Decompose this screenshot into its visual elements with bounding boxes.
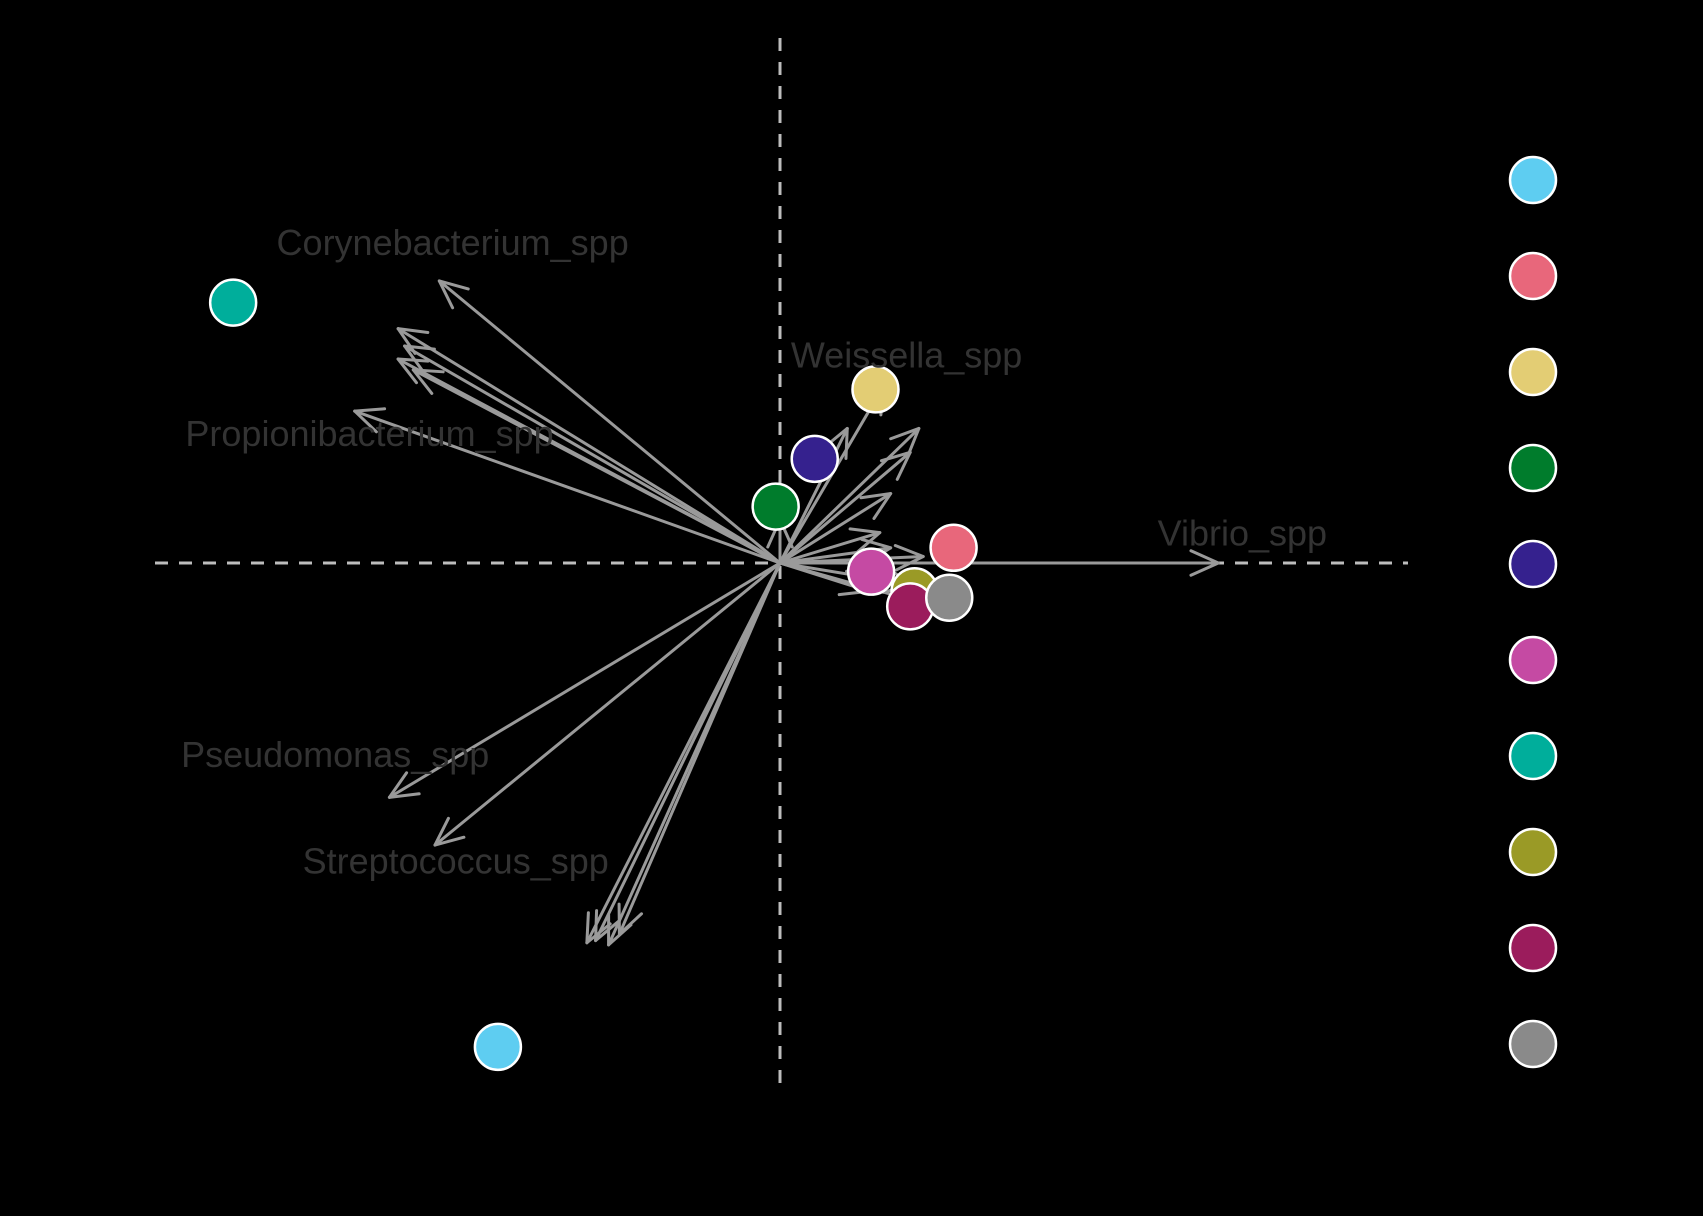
legend [1508,155,1558,1069]
legend-key [1508,155,1558,205]
legend-key [1508,347,1558,397]
legend-key [1508,539,1558,589]
loading-arrow [403,344,781,565]
legend-key [1508,443,1558,493]
arrow-label: Pseudomonas_spp [181,734,489,775]
sample-point [473,1022,523,1072]
loading-arrow [779,492,893,565]
loading-arrow [353,407,781,565]
legend-key [1508,1019,1558,1069]
arrow-label: Propionibacterium_spp [185,413,553,454]
sample-point [751,482,800,531]
loading-arrow [411,368,781,565]
arrow-label: Weissella_spp [791,335,1022,376]
loading-arrow [779,450,912,565]
loading-arrow [433,561,781,847]
sample-point [846,547,896,596]
sample-point [851,365,900,414]
loading-arrow [437,279,781,565]
legend-key [1508,731,1558,781]
legend-key [1508,923,1558,973]
arrow-label: Streptococcus_spp [303,840,609,881]
arrow-label: Vibrio_spp [1158,513,1327,554]
loading-arrow [617,562,782,936]
sample-point [925,573,974,622]
legend-key [1508,251,1558,301]
loading-arrow [387,561,781,799]
sample-point [790,434,839,484]
sample-point [208,278,258,327]
loading-arrow [594,562,782,943]
legend-key [1508,827,1558,877]
arrow-label: Corynebacterium_spp [277,222,629,263]
sample-point [929,523,978,573]
legend-key [1508,635,1558,685]
